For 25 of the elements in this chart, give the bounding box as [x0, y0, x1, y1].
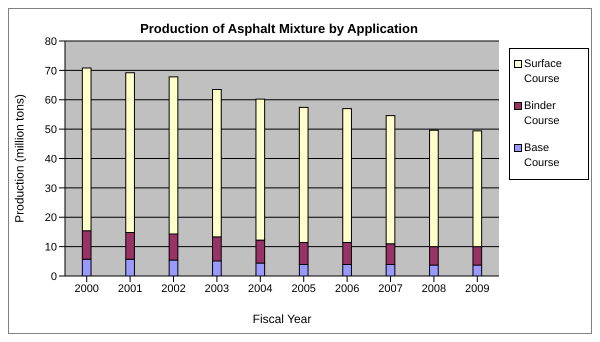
x-tick-label: 2009	[465, 282, 490, 295]
y-tick-label: 50	[44, 124, 57, 136]
x-axis-title: Fiscal Year	[252, 312, 312, 326]
x-tick-label: 2004	[248, 282, 273, 295]
y-axis-title: Production (million tons)	[12, 94, 26, 223]
x-tick-label: 2006	[334, 282, 360, 295]
y-tick-label: 10	[44, 242, 57, 254]
y-tick-label: 40	[44, 153, 57, 166]
y-tick-label: 60	[44, 94, 57, 107]
x-tick-label: 2005	[291, 282, 316, 295]
x-tick-label: 2000	[74, 282, 99, 295]
x-tick-label: 2003	[204, 282, 230, 295]
x-tick-label: 2002	[161, 282, 186, 295]
chart-title: Production of Asphalt Mixture by Application	[139, 21, 419, 36]
y-tick-label: 20	[44, 212, 57, 224]
y-tick-label: 30	[44, 182, 57, 195]
x-tick-label: 2008	[422, 282, 446, 295]
x-tick-label: 2001	[118, 282, 142, 295]
x-tick-label: 2007	[378, 282, 403, 295]
legend-label: Surface Course	[524, 57, 563, 87]
y-tick-label: 80	[44, 36, 57, 48]
y-tick-label: 0	[50, 270, 57, 283]
legend-label: Base Course	[524, 141, 560, 171]
y-tick-label: 70	[44, 65, 57, 78]
legend-label: Binder Course	[524, 99, 560, 129]
